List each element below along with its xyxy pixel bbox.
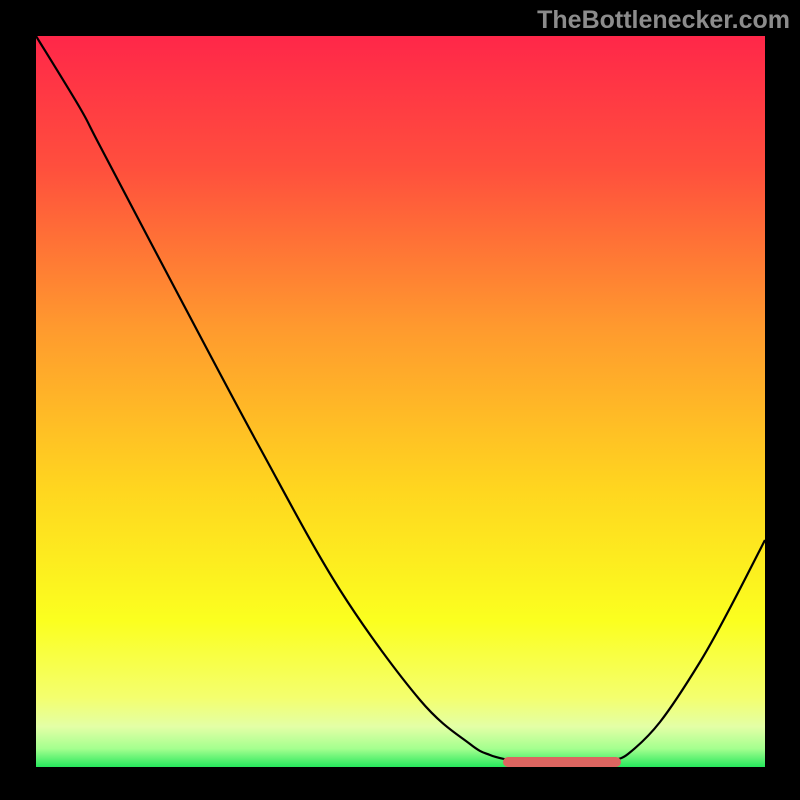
bottleneck-chart	[0, 0, 800, 800]
watermark-text: TheBottlenecker.com	[537, 6, 790, 35]
optimal-zone-marker	[503, 757, 621, 767]
chart-container: { "watermark": { "text": "TheBottlenecke…	[0, 0, 800, 800]
heatmap-gradient	[36, 36, 765, 767]
